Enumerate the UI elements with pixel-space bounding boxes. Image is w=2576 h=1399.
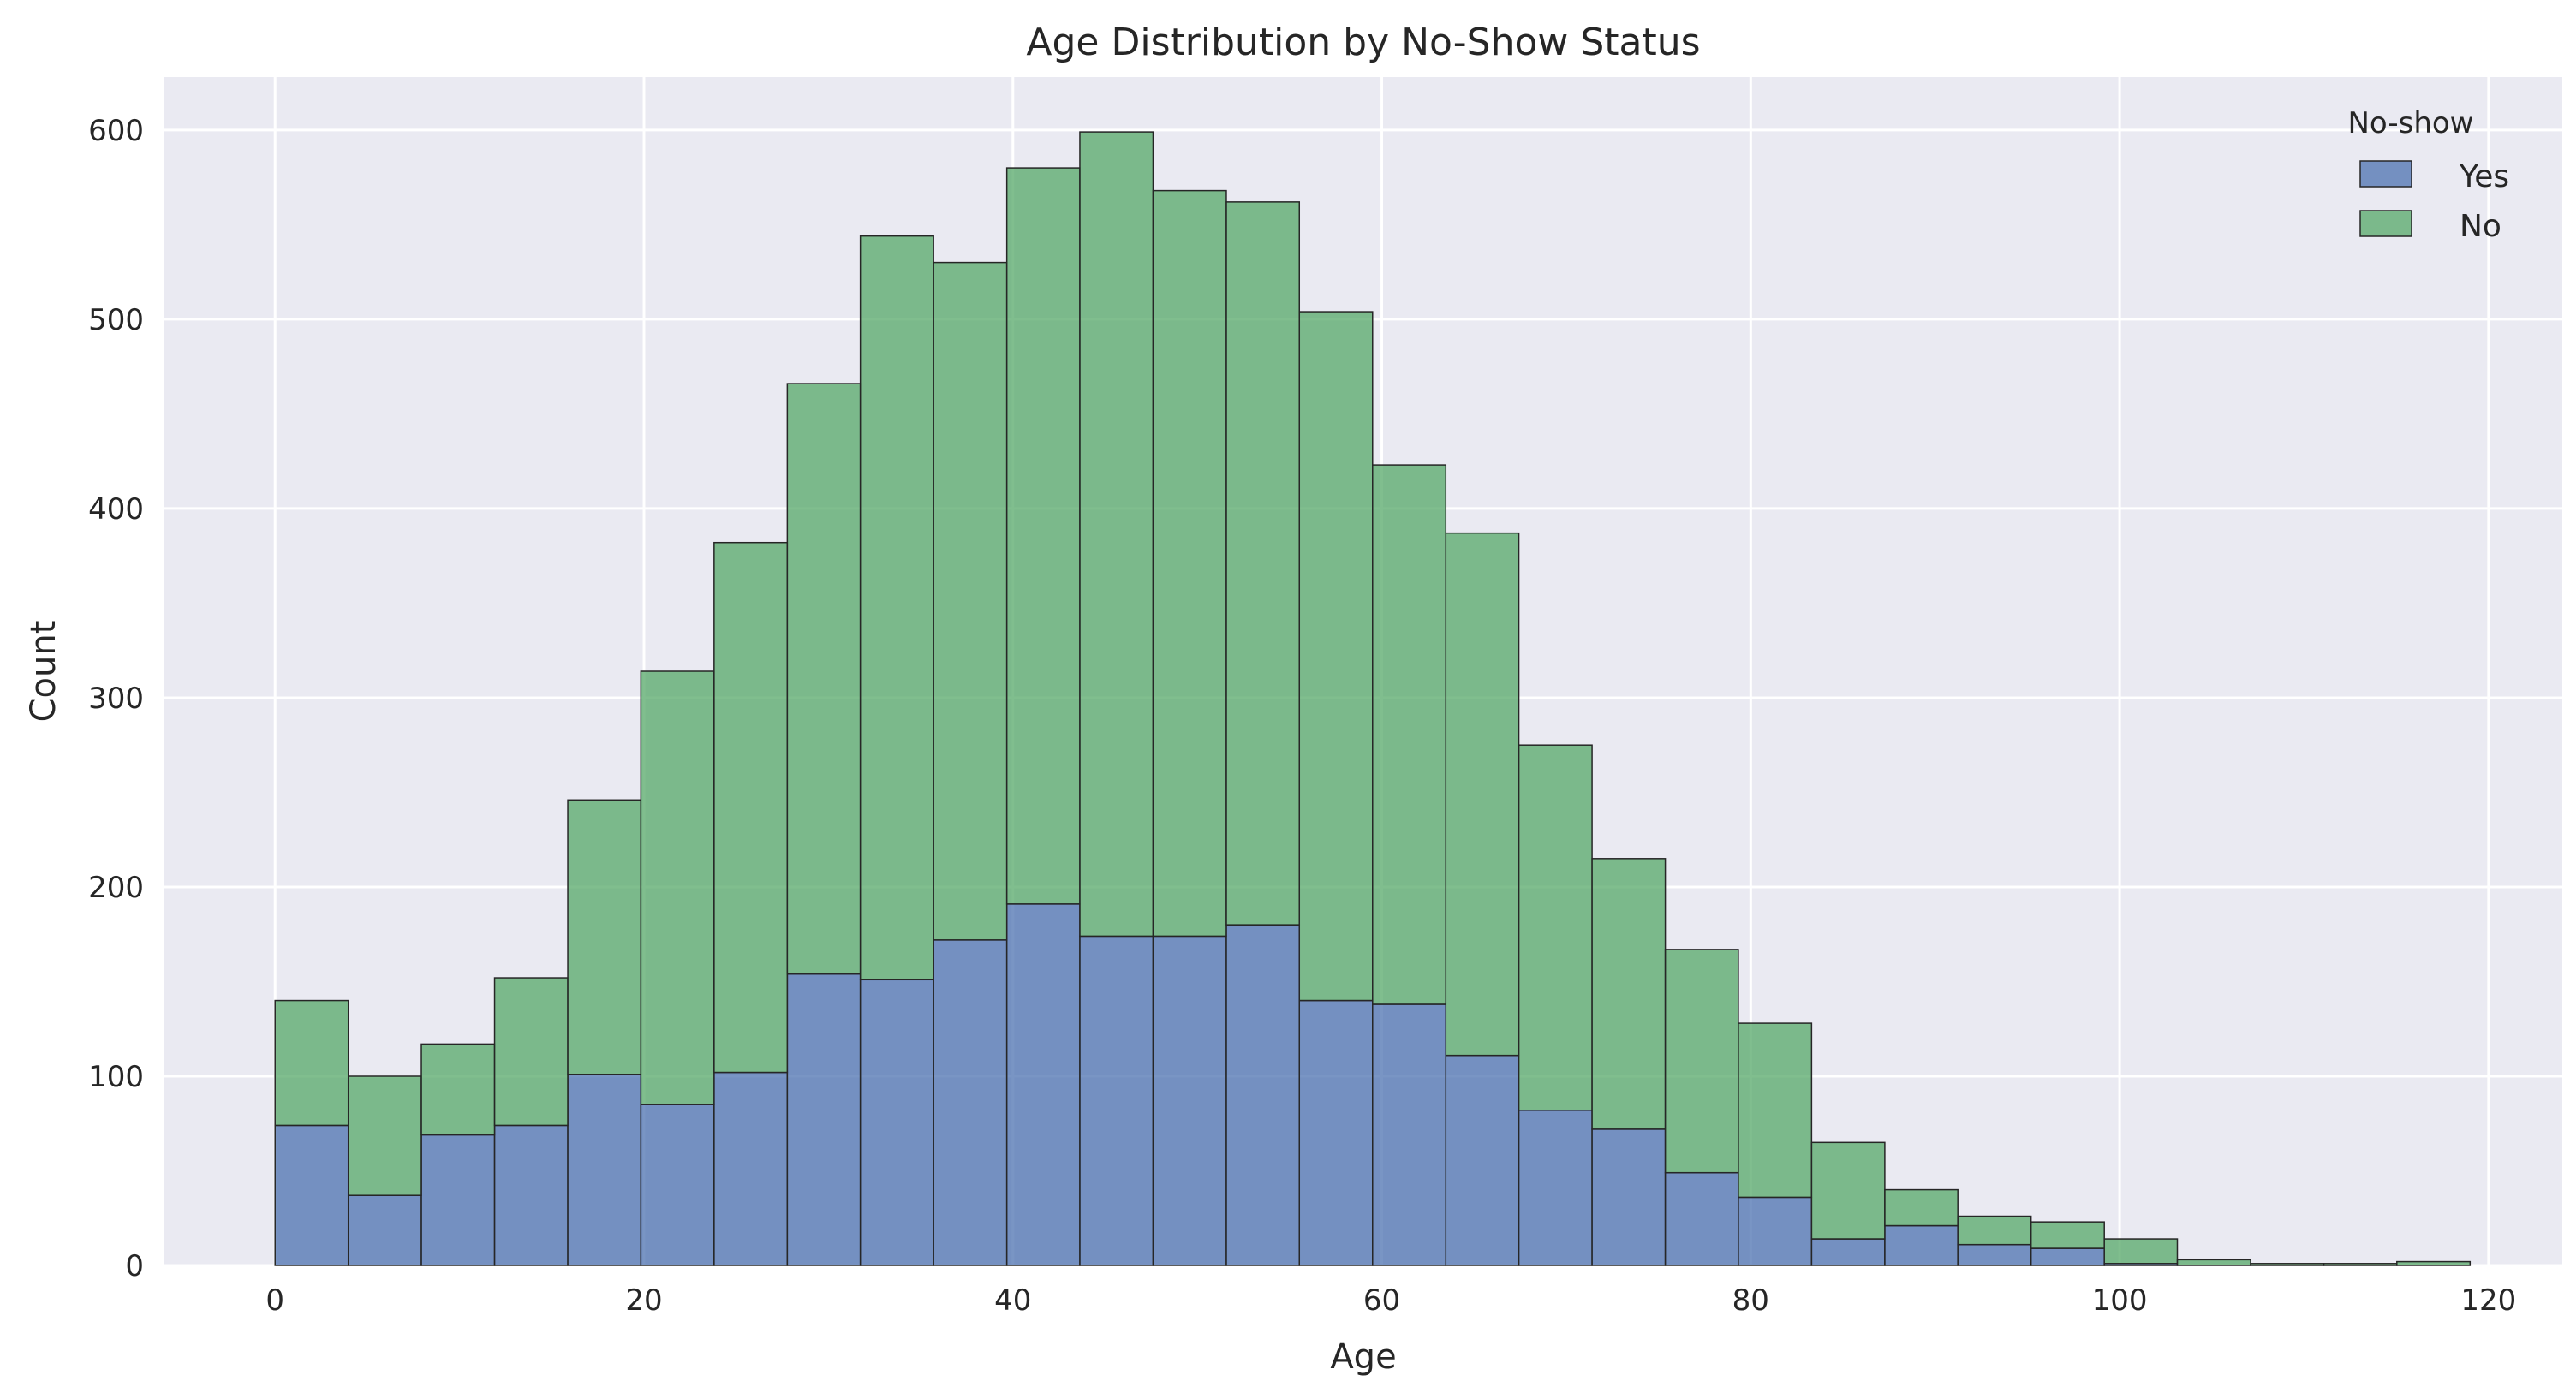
bar-yes [1005, 903, 1081, 1266]
y-tick-label: 100 [88, 1060, 144, 1094]
y-axis-label: Count [24, 621, 63, 723]
bar-yes [1298, 999, 1374, 1266]
x-axis-label: Age [1330, 1337, 1396, 1377]
bar-no [859, 235, 934, 981]
bar-yes [1152, 935, 1227, 1266]
bar-no [2176, 1259, 2251, 1266]
bar-yes [1591, 1128, 1667, 1266]
bar-no [347, 1075, 422, 1196]
bar-no [2396, 1260, 2472, 1266]
x-axis-ticks: 0 20 40 60 80 100 120 [265, 1283, 2516, 1318]
bar-no [274, 999, 349, 1127]
bar-yes [347, 1194, 422, 1266]
bar-yes [2030, 1247, 2105, 1266]
bar-yes [859, 979, 934, 1266]
bar-yes [786, 973, 862, 1266]
y-tick-label: 200 [88, 871, 144, 905]
bar-no [2323, 1263, 2398, 1266]
bar-no [1591, 858, 1667, 1130]
series-no-bars [274, 131, 2472, 1266]
bar-no [1810, 1141, 1886, 1240]
x-tick-label: 100 [2092, 1283, 2148, 1318]
bar-no [1518, 744, 1593, 1111]
bar-no [1152, 189, 1227, 938]
x-tick-label: 20 [625, 1283, 662, 1318]
legend-label-yes: Yes [2459, 159, 2509, 194]
x-tick-label: 0 [265, 1283, 284, 1318]
legend: No-show Yes No [2347, 106, 2509, 244]
bar-no [1079, 131, 1154, 938]
bar-yes [1957, 1243, 2032, 1266]
bar-yes [1810, 1238, 1886, 1266]
bar-no [1738, 1022, 1813, 1199]
y-tick-label: 600 [88, 114, 144, 148]
bar-yes [1664, 1171, 1739, 1266]
bar-no [1225, 201, 1301, 926]
bar-no [1664, 949, 1739, 1174]
bar-yes [1225, 924, 1301, 1266]
bar-no [1884, 1188, 1959, 1227]
legend-title: No-show [2347, 106, 2473, 140]
bar-yes [640, 1104, 715, 1266]
bar-yes [493, 1124, 569, 1266]
bar-yes [1518, 1110, 1593, 1266]
bar-no [2250, 1263, 2325, 1266]
legend-swatch-yes [2359, 160, 2412, 188]
legend-label-no: No [2460, 209, 2501, 244]
bar-no [640, 670, 715, 1105]
bar-yes [1445, 1054, 1520, 1266]
y-tick-label: 500 [88, 303, 144, 337]
bar-yes [1738, 1196, 1813, 1266]
bar-no [713, 541, 789, 1074]
bar-yes [1372, 1003, 1447, 1266]
bar-no [567, 799, 642, 1075]
x-tick-label: 80 [1732, 1283, 1769, 1318]
bar-no [1298, 311, 1374, 1002]
x-tick-label: 120 [2460, 1283, 2516, 1318]
bar-yes [1884, 1224, 1959, 1266]
x-tick-label: 60 [1363, 1283, 1400, 1318]
bar-no [1445, 532, 1520, 1057]
bar-no [1005, 167, 1081, 905]
bar-yes [274, 1124, 349, 1266]
bar-yes [567, 1074, 642, 1266]
y-tick-label: 400 [88, 492, 144, 527]
bar-no [786, 383, 862, 975]
x-tick-label: 40 [994, 1283, 1031, 1318]
bar-yes [1079, 935, 1154, 1266]
bar-no [1372, 464, 1447, 1005]
legend-swatch-no [2359, 210, 2412, 237]
chart-title: Age Distribution by No-Show Status [1026, 21, 1700, 64]
bar-no [493, 977, 569, 1127]
y-tick-label: 0 [125, 1249, 144, 1283]
bar-no [1957, 1215, 2032, 1246]
bar-no [933, 261, 1008, 941]
bar-yes [713, 1071, 789, 1266]
bar-no [2103, 1238, 2179, 1265]
series-yes-bars [274, 903, 2179, 1266]
y-tick-label: 300 [88, 682, 144, 716]
y-axis-ticks: 0 100 200 300 400 500 600 [88, 114, 144, 1283]
bar-no [2030, 1221, 2105, 1249]
bar-yes [420, 1134, 496, 1266]
bar-yes [933, 939, 1008, 1266]
bar-no [420, 1043, 496, 1136]
